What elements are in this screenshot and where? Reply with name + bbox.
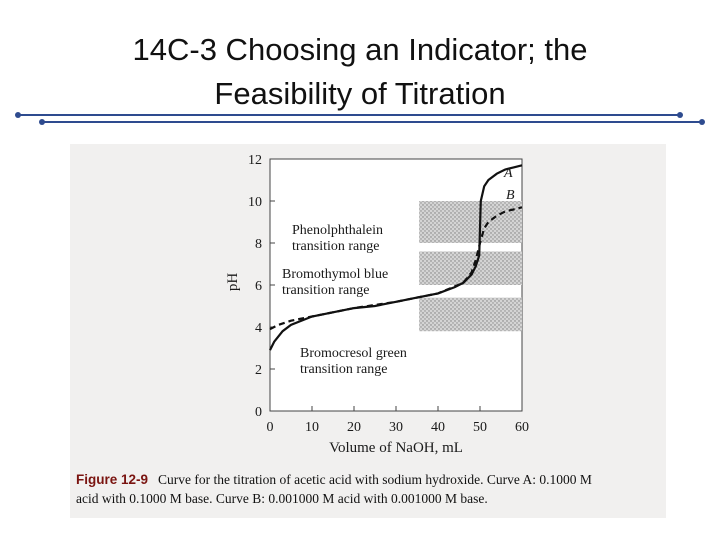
figure-label: Figure 12-9 [76, 472, 149, 487]
title-divider [15, 112, 705, 125]
y-tick-label: 10 [248, 195, 262, 210]
grid [269, 158, 523, 412]
textbook-figure: 0 2 4 6 8 10 12 0 10 20 30 40 50 60 pH Volume of NaO… [70, 144, 666, 518]
x-tick-label: 10 [305, 420, 319, 435]
y-axis-label: pH [225, 273, 241, 292]
y-tick-labels: 0 2 4 6 8 10 12 [248, 153, 262, 420]
x-tick-label: 50 [473, 420, 487, 435]
indicator-label: transition range [300, 362, 387, 377]
divider-dot [39, 119, 45, 125]
y-tick-label: 12 [248, 153, 262, 168]
indicator-band [419, 297, 522, 332]
y-tick-label: 8 [255, 237, 262, 252]
indicator-label: Bromocresol green [300, 346, 407, 361]
indicator-label: transition range [292, 239, 379, 254]
indicator-bands [419, 201, 522, 332]
x-axis-label: Volume of NaOH, mL [329, 440, 463, 456]
x-tick-label: 60 [515, 420, 529, 435]
caption-line-1: Curve for the titration of acetic acid w… [158, 472, 592, 487]
series-b-line [269, 206, 523, 331]
x-tick-label: 40 [431, 420, 445, 435]
y-tick-label: 2 [255, 363, 262, 378]
divider-dot [699, 119, 705, 125]
x-tick-labels: 0 10 20 30 40 50 60 [267, 420, 530, 435]
x-tick-label: 20 [347, 420, 361, 435]
x-tick-label: 0 [267, 420, 274, 435]
y-tick-label: 4 [255, 321, 262, 336]
titration-chart: 0 2 4 6 8 10 12 0 10 20 30 40 50 60 pH Volume of NaO… [225, 153, 530, 456]
series-label-a: A [503, 166, 513, 181]
divider-dot [677, 112, 683, 118]
x-tick-label: 30 [389, 420, 403, 435]
y-tick-label: 0 [255, 405, 262, 420]
series-label-b: B [506, 188, 515, 203]
figure-caption: Figure 12-9 Curve for the titration of ac… [76, 470, 666, 508]
indicator-label: Phenolphthalein [292, 223, 383, 238]
indicator-label: transition range [282, 283, 369, 298]
indicator-band [419, 251, 522, 285]
indicator-label: Bromothymol blue [282, 267, 388, 282]
caption-line-2: acid with 0.1000 M base. Curve B: 0.0010… [76, 491, 488, 506]
y-tick-label: 6 [255, 279, 262, 294]
slide-title-line-2: Feasibility of Titration [214, 76, 506, 111]
indicator-band [419, 201, 522, 243]
slide-title: 14C-3 Choosing an Indicator; the Feasibi… [0, 28, 720, 116]
curves [269, 164, 523, 351]
slide-title-line-1: 14C-3 Choosing an Indicator; the [132, 32, 588, 67]
divider-dot [15, 112, 21, 118]
